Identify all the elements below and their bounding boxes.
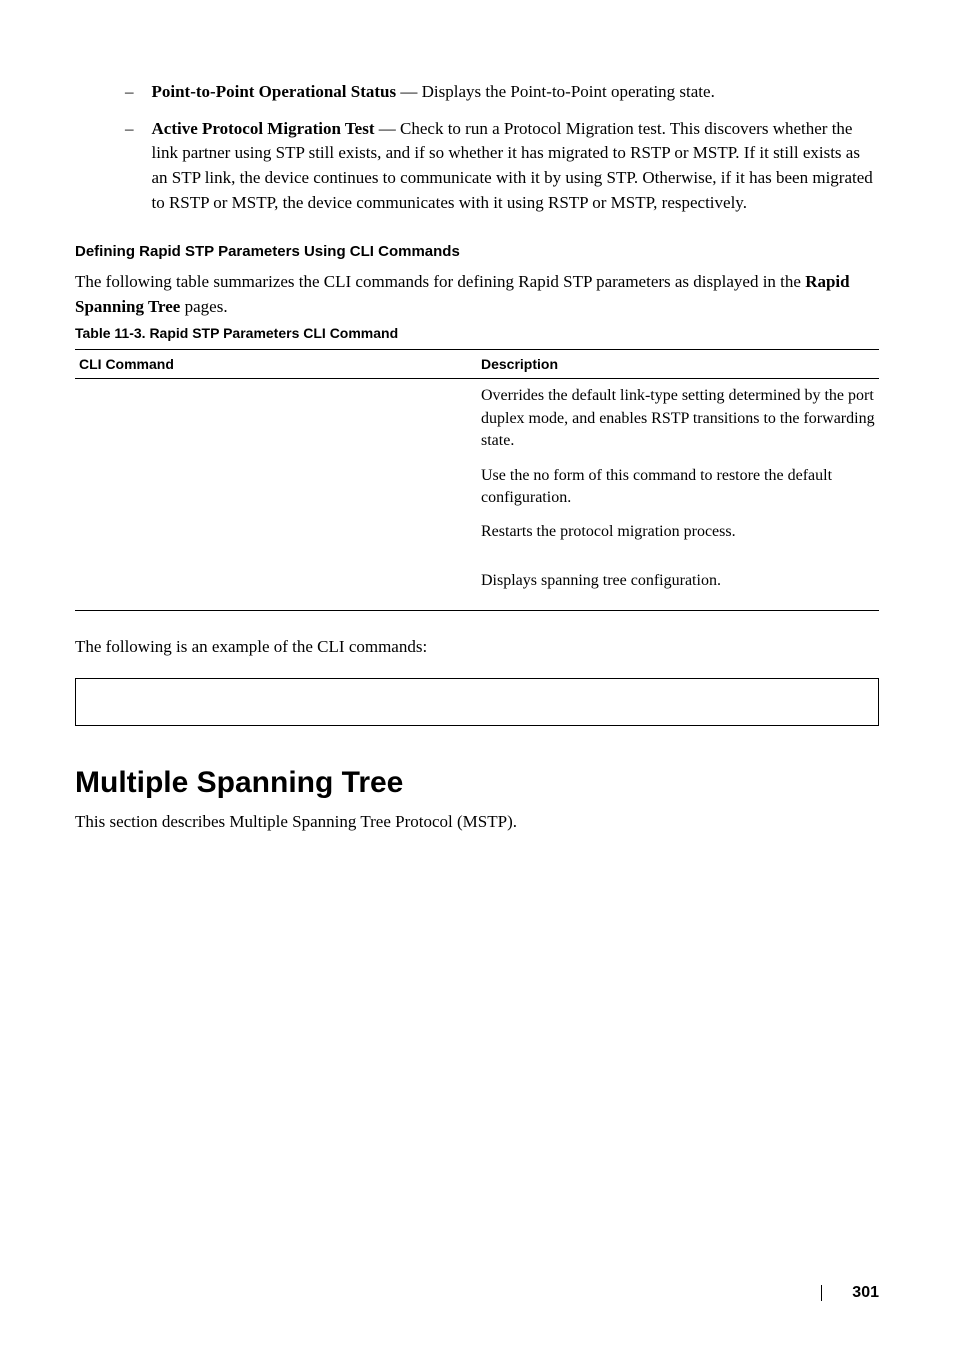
table-cell-desc: Displays spanning tree configuration. bbox=[477, 564, 879, 611]
bullet-bold-prefix: Point-to-Point Operational Status bbox=[152, 82, 397, 101]
table-row: Restarts the protocol migration process. bbox=[75, 515, 879, 563]
table-header-cli: CLI Command bbox=[75, 350, 477, 379]
bullet-rest: — Displays the Point-to-Point operating … bbox=[396, 82, 715, 101]
footer-divider-icon bbox=[821, 1285, 822, 1301]
bullet-item-migration-test: – Active Protocol Migration Test — Check… bbox=[125, 117, 879, 216]
table-row: Use the no form of this command to resto… bbox=[75, 459, 879, 516]
table-cell-cli bbox=[75, 379, 477, 459]
table-row: Displays spanning tree configuration. bbox=[75, 564, 879, 611]
bullet-text: Point-to-Point Operational Status — Disp… bbox=[152, 80, 715, 105]
page-number: 301 bbox=[852, 1284, 879, 1302]
bullet-text: Active Protocol Migration Test — Check t… bbox=[152, 117, 880, 216]
table-cell-desc: Use the no form of this command to resto… bbox=[477, 459, 879, 516]
table-header-row: CLI Command Description bbox=[75, 350, 879, 379]
section-title: Multiple Spanning Tree bbox=[75, 766, 879, 800]
table-cell-cli bbox=[75, 515, 477, 563]
cli-example-box bbox=[75, 678, 879, 726]
table-cell-desc: Restarts the protocol migration process. bbox=[477, 515, 879, 563]
table-cell-desc: Overrides the default link-type setting … bbox=[477, 379, 879, 459]
page-footer: 301 bbox=[821, 1284, 879, 1302]
bullet-dash-icon: – bbox=[125, 117, 134, 216]
table-row: Overrides the default link-type setting … bbox=[75, 379, 879, 459]
table-cell-cli bbox=[75, 459, 477, 516]
rapid-stp-table: CLI Command Description Overrides the de… bbox=[75, 349, 879, 611]
bullet-bold-prefix: Active Protocol Migration Test bbox=[152, 119, 375, 138]
intro-suffix: pages. bbox=[180, 297, 227, 316]
bullet-item-ptp-status: – Point-to-Point Operational Status — Di… bbox=[125, 80, 879, 105]
intro-prefix: The following table summarizes the CLI c… bbox=[75, 272, 805, 291]
table-caption: Table 11-3. Rapid STP Parameters CLI Com… bbox=[75, 325, 879, 341]
bullet-dash-icon: – bbox=[125, 80, 134, 105]
intro-paragraph: The following table summarizes the CLI c… bbox=[75, 270, 879, 319]
example-intro: The following is an example of the CLI c… bbox=[75, 635, 879, 660]
table-header-desc: Description bbox=[477, 350, 879, 379]
bullet-list: – Point-to-Point Operational Status — Di… bbox=[125, 80, 879, 215]
section-description: This section describes Multiple Spanning… bbox=[75, 810, 879, 835]
table-cell-cli bbox=[75, 564, 477, 611]
subheading-cli-commands: Defining Rapid STP Parameters Using CLI … bbox=[75, 243, 879, 260]
